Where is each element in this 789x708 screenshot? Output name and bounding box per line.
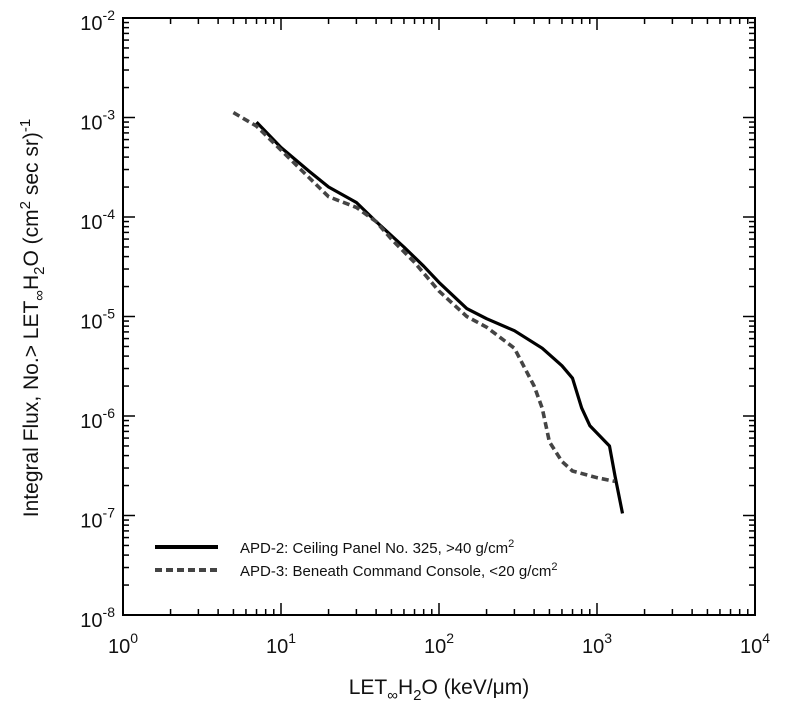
x-tick-label: 102 bbox=[424, 630, 454, 658]
x-tick-label: 104 bbox=[740, 630, 770, 658]
x-axis-ticks bbox=[122, 18, 749, 615]
x-axis-title: LET∞H2O (keV/μm) bbox=[349, 676, 530, 704]
plot-frame bbox=[122, 17, 756, 616]
x-tick-label: 100 bbox=[108, 630, 138, 658]
y-tick-label: 10-5 bbox=[80, 306, 115, 334]
y-tick-label: 10-8 bbox=[80, 604, 115, 632]
x-tick-label: 101 bbox=[266, 630, 296, 658]
series-line-apd-3 bbox=[232, 111, 616, 484]
x-tick-label: 103 bbox=[582, 630, 612, 658]
y-tick-label: 10-6 bbox=[80, 405, 115, 433]
y-axis-title: Integral Flux, No.> LET∞H2O (cm2 sec sr)… bbox=[17, 119, 48, 517]
legend: APD-2: Ceiling Panel No. 325, >40 g/cm2 … bbox=[155, 538, 558, 580]
series-lines bbox=[232, 111, 625, 514]
y-tick-label: 10-4 bbox=[80, 206, 115, 234]
y-tick-label: 10-3 bbox=[80, 107, 115, 135]
series-line-apd-2 bbox=[255, 120, 625, 514]
y-axis-tick-labels: 10-8 10-7 10-6 10-5 10-4 10-3 10-2 bbox=[80, 7, 115, 632]
legend-label-apd-3: APD-3: Beneath Command Console, <20 g/cm… bbox=[240, 561, 558, 580]
y-tick-label: 10-7 bbox=[80, 505, 115, 533]
legend-label-apd-2: APD-2: Ceiling Panel No. 325, >40 g/cm2 bbox=[240, 538, 514, 557]
y-tick-label: 10-2 bbox=[80, 7, 115, 35]
x-axis-tick-labels: 100 101 102 103 104 bbox=[108, 630, 770, 658]
y-axis-ticks bbox=[123, 21, 755, 616]
